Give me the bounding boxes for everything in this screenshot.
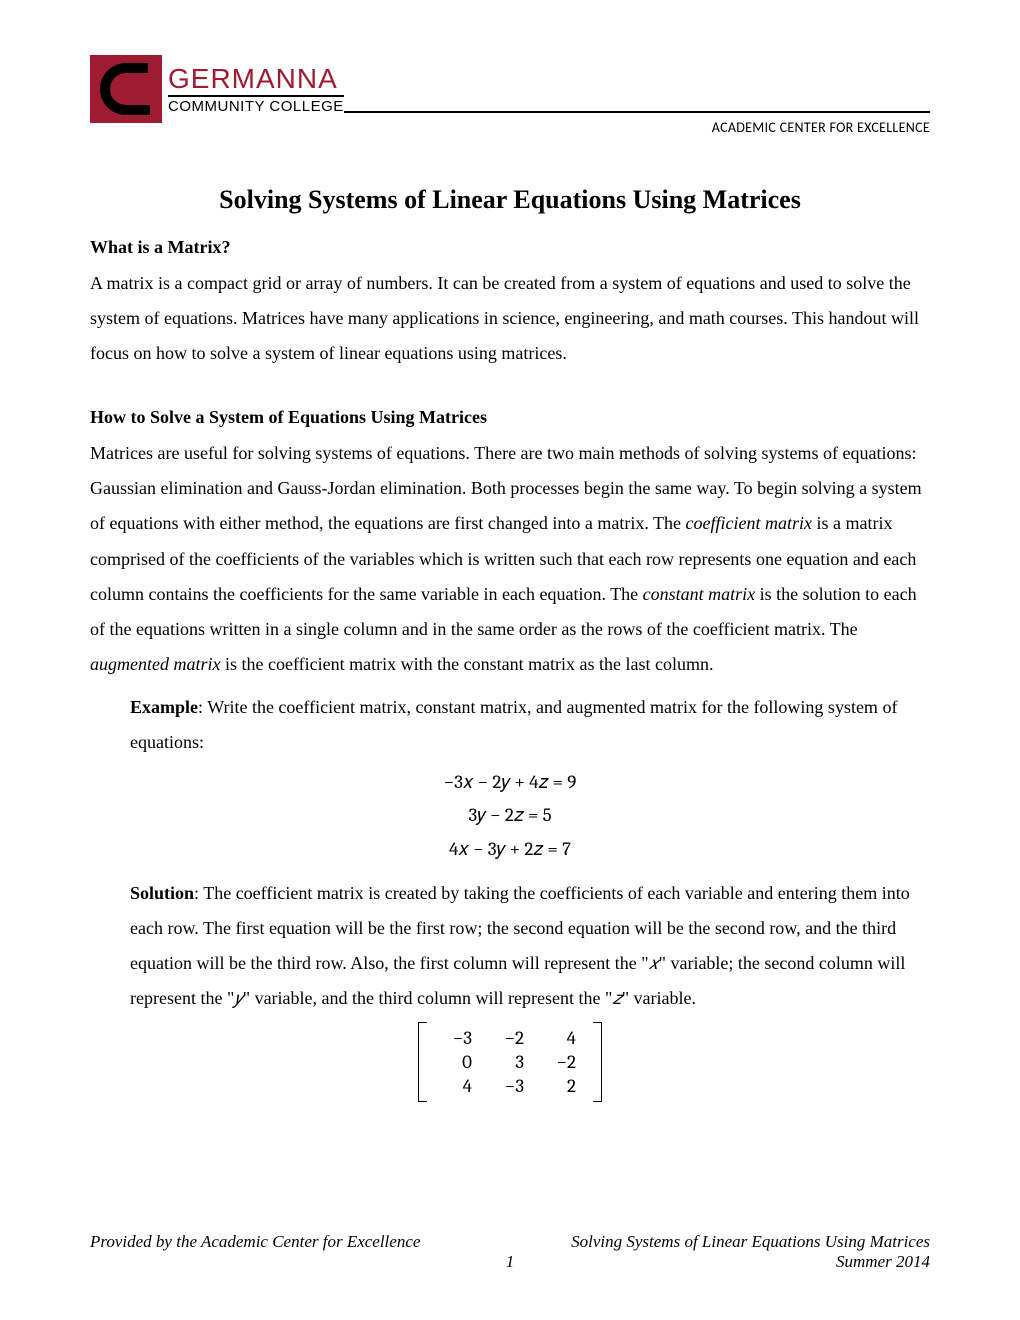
matrix-table: −3 −2 4 0 3 −2 4 −3 2	[432, 1026, 588, 1098]
solution-end: " variable.	[622, 988, 696, 1008]
example-label: Example	[130, 697, 198, 717]
solution-label: Solution	[130, 883, 194, 903]
matrix-row: 4 −3 2	[432, 1074, 588, 1098]
matrix-row: −3 −2 4	[432, 1026, 588, 1050]
example-prompt-text: : Write the coefficient matrix, constant…	[130, 697, 897, 752]
section2-body: Matrices are useful for solving systems …	[90, 436, 930, 682]
term-constant-matrix: constant matrix	[643, 584, 756, 604]
solution-mid2: " variable, and the third column will re…	[243, 988, 613, 1008]
document-page: GERMANNA COMMUNITY COLLEGE ACADEMIC CENT…	[0, 0, 1020, 1320]
var-z: 𝑧	[612, 988, 621, 1008]
header-right: ACADEMIC CENTER FOR EXCELLENCE	[344, 55, 930, 137]
section2-head: How to Solve a System of Equations Using…	[90, 407, 930, 428]
term-augmented-matrix: augmented matrix	[90, 654, 220, 674]
var-y: 𝑦	[234, 988, 242, 1008]
equation-1: −3𝑥 − 2𝑦 + 4𝑧 = 9	[90, 766, 930, 799]
solution-text: Solution: The coefficient matrix is crea…	[130, 876, 930, 1016]
matrix-cell: −3	[484, 1074, 536, 1098]
logo-main-text: GERMANNA	[168, 65, 344, 93]
footer-right: Solving Systems of Linear Equations Usin…	[571, 1232, 930, 1272]
var-x: 𝑥	[649, 953, 659, 973]
footer-left: Provided by the Academic Center for Exce…	[90, 1232, 420, 1272]
logo-g-mark	[90, 55, 162, 123]
matrix-cell: 3	[484, 1050, 536, 1074]
equation-3: 4𝑥 − 3𝑦 + 2𝑧 = 7	[90, 833, 930, 866]
footer-right-line1: Solving Systems of Linear Equations Usin…	[571, 1232, 930, 1252]
section2-end: is the coefficient matrix with the const…	[220, 654, 713, 674]
page-header: GERMANNA COMMUNITY COLLEGE ACADEMIC CENT…	[90, 55, 930, 137]
header-rule	[344, 111, 930, 113]
coefficient-matrix-display: −3 −2 4 0 3 −2 4 −3 2	[90, 1022, 930, 1107]
example-prompt: Example: Write the coefficient matrix, c…	[130, 690, 930, 760]
matrix-cell: 4	[432, 1074, 484, 1098]
footer-right-line2: Summer 2014	[571, 1252, 930, 1272]
page-number: 1	[506, 1252, 515, 1272]
matrix-cell: 2	[536, 1074, 588, 1098]
logo-text-block: GERMANNA COMMUNITY COLLEGE	[168, 65, 344, 114]
header-label: ACADEMIC CENTER FOR EXCELLENCE	[712, 119, 930, 136]
matrix-cell: −3	[432, 1026, 484, 1050]
matrix-bracket: −3 −2 4 0 3 −2 4 −3 2	[418, 1022, 602, 1102]
section1-head: What is a Matrix?	[90, 237, 930, 258]
matrix-cell: 4	[536, 1026, 588, 1050]
section1-body: A matrix is a compact grid or array of n…	[90, 266, 930, 371]
page-title: Solving Systems of Linear Equations Usin…	[90, 185, 930, 215]
matrix-row: 0 3 −2	[432, 1050, 588, 1074]
term-coefficient-matrix: coefficient matrix	[686, 513, 812, 533]
equation-2: 3𝑦 − 2𝑧 = 5	[90, 799, 930, 832]
equation-system: −3𝑥 − 2𝑦 + 4𝑧 = 9 3𝑦 − 2𝑧 = 5 4𝑥 − 3𝑦 + …	[90, 766, 930, 866]
institution-logo: GERMANNA COMMUNITY COLLEGE	[90, 55, 344, 123]
matrix-cell: 0	[432, 1050, 484, 1074]
matrix-cell: −2	[484, 1026, 536, 1050]
logo-sub-text: COMMUNITY COLLEGE	[168, 95, 344, 114]
matrix-cell: −2	[536, 1050, 588, 1074]
